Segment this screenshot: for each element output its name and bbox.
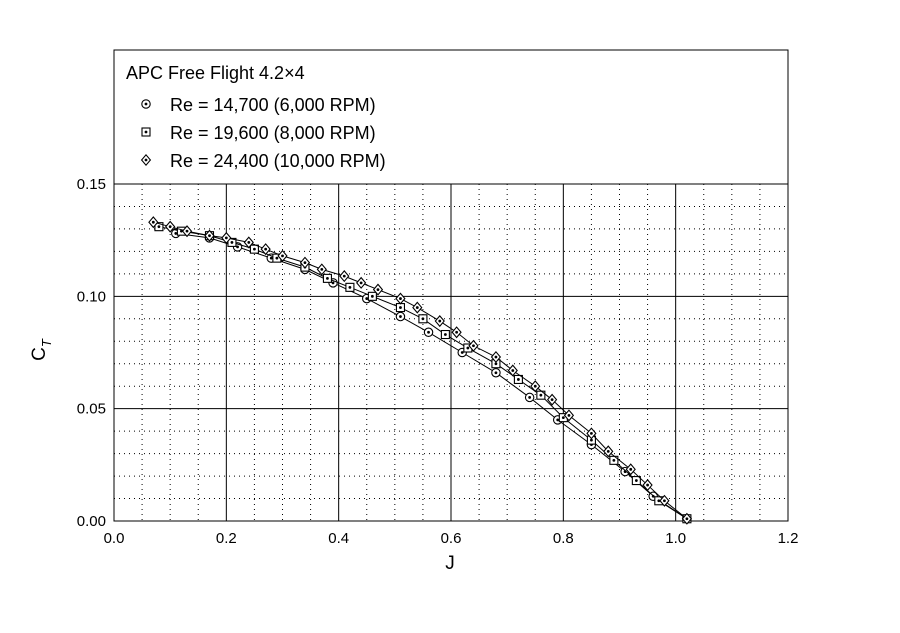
y-axis-label-sub: T: [39, 338, 54, 347]
data-point-series-2: [440, 329, 450, 340]
data-point-series-3: [260, 243, 271, 256]
data-point-series-3: [221, 231, 232, 244]
data-point-series-2: [513, 374, 523, 385]
data-point-series-3: [395, 292, 406, 305]
data-point-series-3: [681, 512, 693, 525]
x-tick-labels: 0.0 0.2 0.4 0.6 0.8 1.0 1.2: [104, 530, 799, 547]
series-line-3: [153, 221, 688, 520]
y-tick-label: 0.00: [77, 513, 106, 530]
x-axis-label: J: [445, 553, 455, 574]
x-tick-label: 0.8: [553, 530, 574, 547]
data-point-series-3: [625, 463, 636, 476]
data-point-series-3: [563, 409, 575, 422]
plot-frame: [113, 49, 789, 522]
legend-label-1: Re = 14,700 (6,000 RPM): [170, 95, 376, 115]
data-point-series-3: [468, 339, 479, 352]
data-point-series-3: [451, 326, 462, 339]
svg-text:CT: CT: [29, 338, 54, 361]
data-point-series-2: [154, 222, 164, 232]
x-tick-label: 0.2: [216, 530, 237, 547]
legend-marker-3: [140, 153, 152, 167]
legend: APC Free Flight 4.2×4 Re = 14,700 (6,000…: [126, 63, 386, 171]
data-point-series-3: [642, 479, 653, 492]
data-point-series-3: [490, 350, 502, 364]
chart-title: APC Free Flight 4.2×4: [126, 63, 305, 83]
data-point-series-1: [491, 367, 501, 378]
data-point-series-3: [204, 229, 215, 242]
y-tick-label: 0.15: [77, 176, 106, 193]
data-point-series-1: [423, 327, 434, 338]
data-point-series-3: [603, 445, 614, 458]
y-axis-label-main: C: [29, 347, 50, 361]
y-tick-label: 0.10: [77, 288, 106, 305]
data-point-series-2: [249, 244, 259, 254]
data-point-series-3: [277, 249, 288, 262]
data-point-series-2: [345, 282, 355, 292]
data-point-series-3: [659, 494, 670, 507]
x-tick-label: 0.6: [441, 530, 462, 547]
data-point-series-2: [227, 237, 237, 247]
x-tick-label: 0.4: [328, 530, 349, 547]
data-point-series-3: [339, 270, 350, 283]
x-tick-label: 0.0: [104, 530, 125, 547]
legend-marker-2: [141, 127, 151, 137]
data-point-series-3: [243, 236, 254, 249]
x-tick-label: 1.0: [665, 530, 686, 547]
major-grid: [114, 183, 788, 521]
data-point-series-2: [367, 291, 377, 301]
y-tick-label: 0.05: [77, 401, 106, 418]
data-point-series-3: [165, 220, 176, 233]
data-point-series-3: [546, 393, 558, 406]
y-axis-label: CT: [29, 338, 54, 361]
data-point-series-3: [434, 314, 445, 328]
data-point-series-3: [148, 216, 159, 229]
data-point-series-3: [507, 364, 518, 377]
data-point-series-3: [530, 380, 541, 393]
data-point-series-2: [418, 314, 428, 324]
series-line-1: [175, 232, 688, 520]
legend-label-2: Re = 19,600 (8,000 RPM): [170, 123, 376, 143]
data-point-series-3: [316, 263, 327, 276]
data-point-series-3: [586, 427, 597, 440]
data-point-series-2: [631, 476, 641, 486]
data-point-series-2: [395, 303, 406, 313]
legend-label-3: Re = 24,400 (10,000 RPM): [170, 151, 386, 171]
data-point-series-3: [412, 301, 423, 314]
data-point-series-2: [322, 273, 332, 283]
x-tick-label: 1.2: [778, 530, 799, 547]
data-point-series-1: [395, 311, 406, 322]
data-point-series-3: [356, 276, 367, 289]
y-tick-labels: 0.00 0.05 0.10 0.15: [77, 176, 106, 530]
data-point-series-3: [372, 283, 384, 296]
data-point-series-3: [181, 225, 193, 238]
data-point-series-3: [299, 256, 311, 269]
legend-marker-1: [141, 99, 151, 109]
data-point-series-1: [524, 392, 535, 403]
series-layer: [148, 216, 693, 525]
